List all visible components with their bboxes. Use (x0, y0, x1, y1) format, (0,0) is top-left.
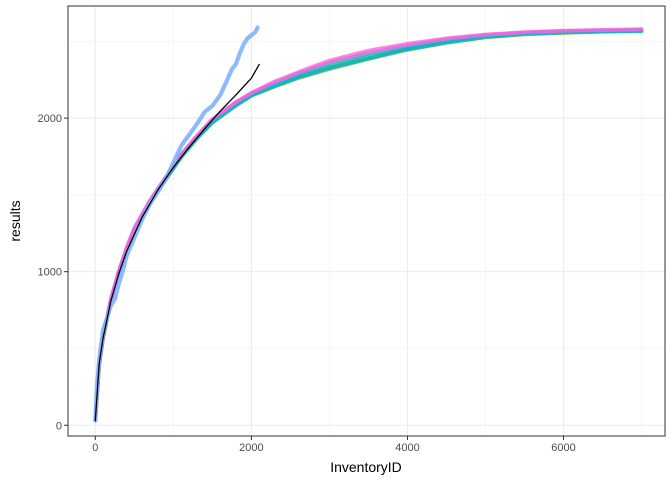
y-tick-label: 1000 (38, 267, 62, 279)
series-group (93, 25, 644, 423)
fit-curve-line (94, 63, 260, 422)
plot-border (67, 5, 666, 437)
grid (68, 6, 665, 436)
axis-ticks: 0 2000 4000 6000 0 1000 2000 (38, 113, 576, 454)
x-tick-label: 6000 (551, 442, 575, 454)
y-axis-title: results (7, 200, 23, 241)
series-line (93, 27, 644, 423)
y-tick-label: 2000 (38, 113, 62, 125)
x-tick-label: 4000 (395, 442, 419, 454)
x-axis-title: InventoryID (330, 459, 402, 475)
plot-panel (68, 6, 665, 436)
x-tick-label: 0 (92, 442, 98, 454)
x-tick-label: 2000 (239, 442, 263, 454)
y-tick-label: 0 (56, 420, 62, 432)
series-line (93, 25, 260, 423)
